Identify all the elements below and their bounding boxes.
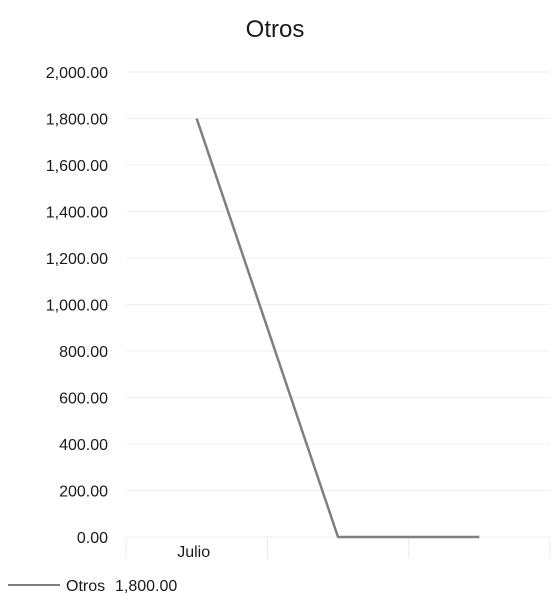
legend-label-otros: Otros (66, 578, 105, 595)
y-tick-label: 1,600.00 (46, 158, 108, 175)
y-tick-label: 600.00 (59, 391, 108, 408)
y-tick-label: 1,200.00 (46, 251, 108, 268)
x-category-label: Julio (177, 544, 210, 561)
gridlines (125, 71, 551, 559)
data-table-value: 1,800.00 (115, 578, 177, 595)
y-tick-label: 1,000.00 (46, 298, 108, 315)
data-table: Otros 1,800.00 (8, 578, 177, 595)
series-line-0 (195, 118, 480, 539)
y-tick-label: 2,000.00 (46, 65, 108, 82)
x-axis-categories: Julio (177, 544, 210, 561)
y-tick-label: 1,800.00 (46, 112, 108, 129)
chart-title: Otros (246, 16, 305, 43)
series-lines (195, 118, 480, 539)
y-tick-label: 400.00 (59, 437, 108, 454)
y-tick-label: 800.00 (59, 344, 108, 361)
y-axis-ticks: 0.00 200.00 400.00 600.00 800.00 1,000.00 1,20… (46, 65, 108, 547)
y-tick-label: 200.00 (59, 484, 108, 501)
y-tick-label: 1,400.00 (46, 205, 108, 222)
y-tick-label: 0.00 (77, 530, 108, 547)
